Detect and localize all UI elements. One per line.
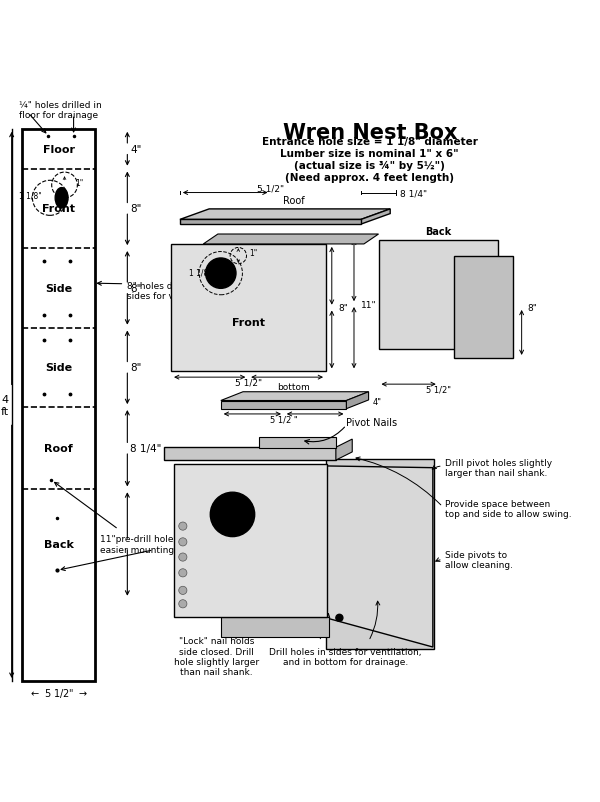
Polygon shape bbox=[361, 209, 390, 225]
Text: 4": 4" bbox=[373, 398, 382, 407]
Polygon shape bbox=[180, 220, 361, 225]
Polygon shape bbox=[171, 245, 326, 372]
Text: Back: Back bbox=[44, 539, 74, 549]
Text: 1 1/8": 1 1/8" bbox=[188, 268, 211, 277]
Polygon shape bbox=[346, 392, 368, 409]
Text: Wren Nest Box: Wren Nest Box bbox=[283, 123, 457, 143]
Polygon shape bbox=[379, 241, 498, 350]
Circle shape bbox=[206, 258, 236, 289]
Text: 8": 8" bbox=[130, 283, 142, 294]
Polygon shape bbox=[326, 460, 434, 649]
Text: 11"pre-drill holes for
easier mounting: 11"pre-drill holes for easier mounting bbox=[100, 535, 193, 554]
Circle shape bbox=[179, 586, 187, 595]
Text: 5 1/2": 5 1/2" bbox=[471, 338, 496, 347]
Text: Pivot Nails: Pivot Nails bbox=[346, 418, 398, 427]
Polygon shape bbox=[259, 437, 336, 449]
Text: bottom: bottom bbox=[277, 383, 310, 391]
Text: 8 1/4": 8 1/4" bbox=[400, 188, 427, 198]
Text: Back: Back bbox=[425, 227, 452, 237]
FancyArrowPatch shape bbox=[305, 427, 344, 444]
Text: 1": 1" bbox=[249, 249, 257, 258]
Text: Roof: Roof bbox=[283, 196, 305, 205]
Text: 5 1/2": 5 1/2" bbox=[426, 386, 451, 395]
Polygon shape bbox=[180, 209, 390, 220]
Circle shape bbox=[179, 553, 187, 561]
Text: Entrance hole size = 1 1/8" diameter: Entrance hole size = 1 1/8" diameter bbox=[262, 137, 478, 148]
Text: (Need approx. 4 feet length): (Need approx. 4 feet length) bbox=[285, 172, 454, 182]
Text: 5 1/2": 5 1/2" bbox=[235, 379, 262, 387]
Text: 8": 8" bbox=[130, 363, 142, 373]
Text: Lumber size is nominal 1" x 6": Lumber size is nominal 1" x 6" bbox=[280, 149, 459, 159]
Polygon shape bbox=[174, 464, 327, 617]
Text: Drill holes in sides for ventilation,
and in bottom for drainage.: Drill holes in sides for ventilation, an… bbox=[269, 647, 421, 666]
Text: 8 1/4": 8 1/4" bbox=[130, 444, 161, 454]
Circle shape bbox=[179, 538, 187, 546]
Text: Side: Side bbox=[281, 234, 301, 243]
Text: (actual size is ¾" by 5½"): (actual size is ¾" by 5½") bbox=[295, 160, 445, 171]
Ellipse shape bbox=[55, 188, 68, 209]
Polygon shape bbox=[326, 466, 433, 647]
Text: 1": 1" bbox=[75, 178, 83, 188]
Text: Side: Side bbox=[45, 363, 72, 373]
Circle shape bbox=[336, 614, 343, 622]
Text: 1 1/8": 1 1/8" bbox=[19, 191, 42, 200]
Text: 4
ft: 4 ft bbox=[1, 395, 9, 416]
Polygon shape bbox=[221, 617, 329, 638]
Text: Side: Side bbox=[45, 283, 72, 294]
Text: 8": 8" bbox=[339, 304, 349, 313]
Text: 11": 11" bbox=[361, 300, 377, 310]
Text: 5 1/2 ": 5 1/2 " bbox=[270, 415, 298, 424]
Text: Roof: Roof bbox=[44, 444, 73, 454]
Text: Front: Front bbox=[42, 204, 75, 214]
Text: Side pivots to
allow cleaning.: Side pivots to allow cleaning. bbox=[445, 550, 512, 569]
Text: 4": 4" bbox=[130, 144, 142, 155]
Text: Front: Front bbox=[232, 318, 265, 327]
Polygon shape bbox=[203, 235, 379, 245]
Text: 8": 8" bbox=[130, 204, 142, 214]
Text: "Lock" nail holds
side closed. Drill
hole slightly larger
than nail shank.: "Lock" nail holds side closed. Drill hol… bbox=[174, 637, 259, 677]
Polygon shape bbox=[336, 439, 352, 460]
Text: 8" holes drilled in
sides for ventillation: 8" holes drilled in sides for ventillati… bbox=[127, 282, 220, 301]
Polygon shape bbox=[454, 257, 513, 358]
Text: 5 1/2": 5 1/2" bbox=[257, 184, 284, 194]
Text: 8": 8" bbox=[527, 303, 538, 312]
Circle shape bbox=[179, 522, 187, 531]
Text: Side: Side bbox=[472, 302, 496, 313]
Polygon shape bbox=[221, 392, 368, 401]
Text: ¼" holes drilled in
floor for drainage: ¼" holes drilled in floor for drainage bbox=[19, 101, 102, 120]
Text: Floor: Floor bbox=[43, 144, 74, 155]
Polygon shape bbox=[164, 448, 336, 460]
Bar bbox=[22, 130, 95, 681]
Polygon shape bbox=[221, 401, 346, 409]
Circle shape bbox=[179, 600, 187, 608]
Text: Provide space between
top and side to allow swing.: Provide space between top and side to al… bbox=[445, 500, 571, 519]
Circle shape bbox=[179, 569, 187, 577]
Text: Drill pivot holes slightly
larger than nail shank.: Drill pivot holes slightly larger than n… bbox=[445, 459, 551, 478]
Text: $\leftarrow$ 5 1/2" $\rightarrow$: $\leftarrow$ 5 1/2" $\rightarrow$ bbox=[29, 687, 88, 699]
Circle shape bbox=[210, 492, 254, 537]
